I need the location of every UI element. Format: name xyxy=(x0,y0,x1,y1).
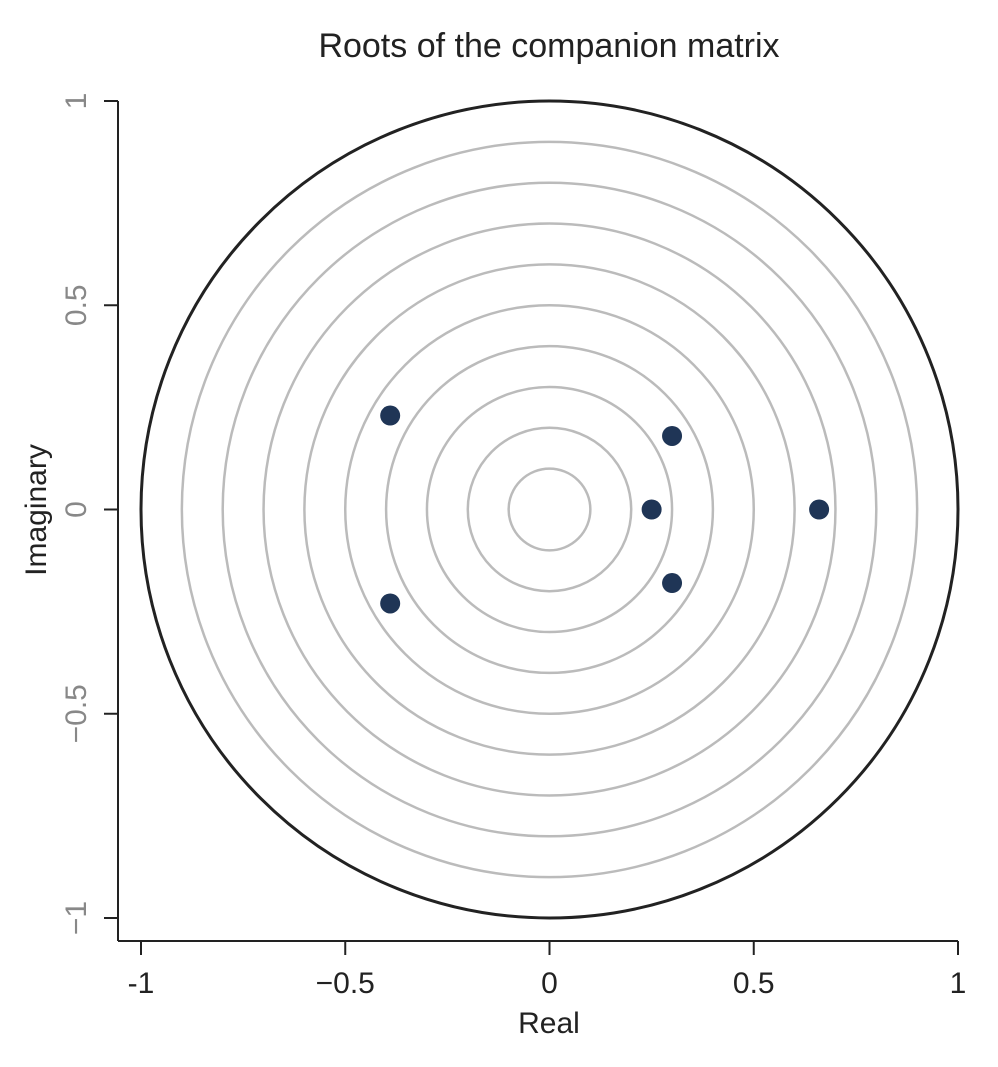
reference-ring xyxy=(507,467,592,552)
x-tick-label: 0 xyxy=(541,967,558,1000)
reference-ring xyxy=(139,99,960,920)
reference-ring xyxy=(344,304,755,715)
y-tick-label: 0 xyxy=(60,501,93,518)
y-axis-title: Imaginary xyxy=(20,444,53,576)
reference-ring xyxy=(303,263,796,756)
reference-ring xyxy=(425,385,674,634)
reference-ring xyxy=(466,426,633,593)
x-tick-label: 1 xyxy=(950,967,967,1000)
root-point xyxy=(662,573,683,594)
root-point xyxy=(380,593,401,614)
reference-ring xyxy=(384,344,715,675)
reference-ring xyxy=(221,181,878,838)
reference-ring xyxy=(180,140,919,879)
x-tick-label: -1 xyxy=(128,967,155,1000)
x-axis-title: Real xyxy=(518,1007,580,1040)
x-tick-label: −0.5 xyxy=(316,967,375,1000)
reference-ring xyxy=(262,222,837,797)
root-point xyxy=(809,499,830,520)
x-tick-label: 0.5 xyxy=(733,967,775,1000)
chart-title: Roots of the companion matrix xyxy=(318,27,779,65)
y-tick-label: 1 xyxy=(60,93,93,110)
y-tick-label: −0.5 xyxy=(60,684,93,743)
root-point xyxy=(641,499,662,520)
root-point xyxy=(662,425,683,446)
root-point xyxy=(380,405,401,426)
y-tick-label: 0.5 xyxy=(60,284,93,326)
y-tick-label: −1 xyxy=(60,901,93,935)
